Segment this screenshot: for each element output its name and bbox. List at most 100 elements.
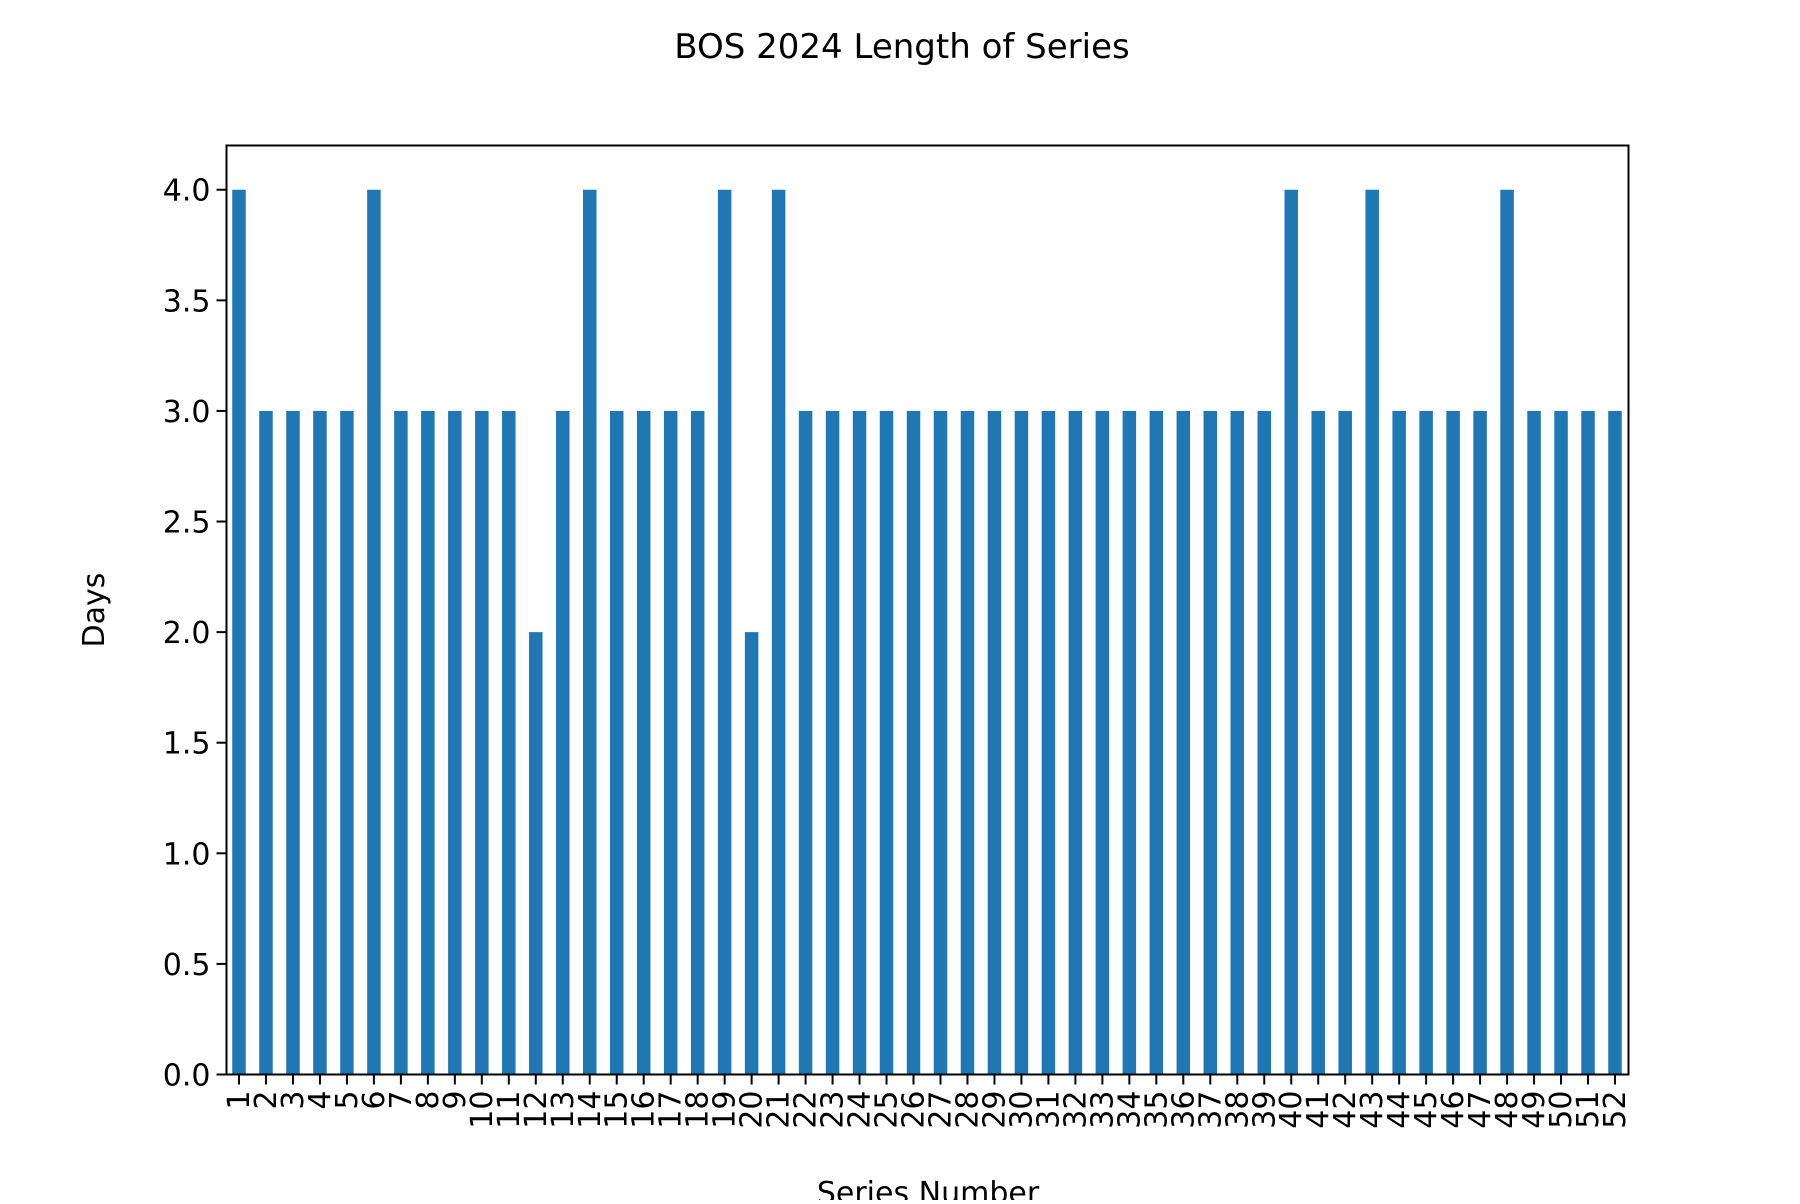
bar (744, 632, 759, 1075)
bar (475, 410, 489, 1075)
x-tick-label: 27 (923, 1091, 958, 1129)
x-tick-label: 24 (843, 1091, 878, 1129)
x-tick-label: 45 (1409, 1091, 1444, 1129)
bar (879, 410, 894, 1075)
x-tick-label: 31 (1031, 1091, 1066, 1129)
x-tick-label: 47 (1463, 1091, 1498, 1129)
x-tick-label: 52 (1598, 1091, 1633, 1129)
x-tick-label: 50 (1544, 1091, 1579, 1129)
bar (340, 410, 354, 1075)
x-tick-label: 13 (546, 1091, 581, 1129)
bar (1608, 410, 1622, 1075)
bar (906, 410, 921, 1075)
x-tick-label: 11 (492, 1091, 527, 1129)
x-tick-label: 32 (1058, 1091, 1093, 1129)
bar (825, 410, 840, 1075)
bar (502, 410, 516, 1075)
x-tick-label: 2 (249, 1091, 284, 1110)
bar (1500, 189, 1514, 1075)
x-tick-label: 15 (600, 1091, 635, 1129)
x-tick-label: 8 (411, 1091, 446, 1110)
bar (583, 189, 597, 1075)
x-axis: 1234567891011121314151617181920212223242… (222, 1074, 1633, 1129)
x-tick-label: 38 (1220, 1091, 1255, 1129)
x-tick-label: 40 (1274, 1091, 1309, 1129)
bar (987, 410, 1002, 1075)
bar (232, 189, 246, 1075)
y-tick-label: 4.0 (163, 174, 211, 209)
y-tick-label: 2.0 (163, 616, 211, 651)
bar (1365, 189, 1379, 1075)
bar (1311, 410, 1325, 1075)
bar (1095, 410, 1110, 1075)
x-tick-label: 9 (438, 1091, 473, 1110)
bar (960, 410, 975, 1075)
x-tick-label: 21 (762, 1091, 797, 1129)
x-tick-label: 1 (222, 1091, 257, 1110)
bar (1581, 410, 1595, 1075)
bar (1554, 410, 1568, 1075)
bar (394, 410, 408, 1075)
x-tick-label: 20 (735, 1091, 770, 1129)
bar (1149, 410, 1164, 1075)
x-tick-label: 49 (1517, 1091, 1552, 1129)
y-tick-label: 3.5 (163, 284, 211, 319)
bar (1419, 410, 1433, 1075)
bar (1527, 410, 1541, 1075)
bar (529, 632, 543, 1075)
bar (798, 410, 813, 1075)
bar (690, 410, 705, 1075)
bar (1122, 410, 1137, 1075)
bar (717, 189, 732, 1075)
x-tick-label: 30 (1004, 1091, 1039, 1129)
bar (1446, 410, 1460, 1075)
y-tick-label: 0.5 (163, 948, 211, 983)
bar (556, 410, 570, 1075)
plot-frame (225, 144, 1630, 1076)
x-tick-label: 10 (465, 1091, 500, 1129)
bar (448, 410, 462, 1075)
bar (259, 410, 273, 1075)
x-tick-label: 7 (384, 1091, 419, 1110)
x-tick-label: 29 (977, 1091, 1012, 1129)
x-tick-label: 19 (708, 1091, 743, 1129)
x-tick-label: 12 (519, 1091, 554, 1129)
x-tick-label: 16 (627, 1091, 662, 1129)
bar (1176, 410, 1191, 1075)
bar (421, 410, 435, 1075)
y-axis: 0.0 0.5 1.0 1.5 2.0 2.5 3.0 3.5 4.0 (163, 174, 227, 1094)
x-tick-label: 28 (950, 1091, 985, 1129)
x-tick-label: 35 (1139, 1091, 1174, 1129)
x-tick-label: 42 (1328, 1091, 1363, 1129)
bar (1284, 189, 1298, 1075)
x-tick-label: 4 (303, 1091, 338, 1110)
bar (286, 410, 300, 1075)
y-tick-label: 0.0 (163, 1059, 211, 1094)
x-tick-label: 37 (1193, 1091, 1228, 1129)
x-tick-label: 18 (681, 1091, 716, 1129)
x-tick-label: 25 (870, 1091, 905, 1129)
bar (1392, 410, 1406, 1075)
y-tick-label: 3.0 (163, 395, 211, 430)
bar (1068, 410, 1083, 1075)
y-axis-label: Days (77, 573, 112, 648)
x-tick-label: 26 (897, 1091, 932, 1129)
x-tick-label: 6 (357, 1091, 392, 1110)
bar (636, 410, 651, 1075)
x-tick-label: 44 (1382, 1091, 1417, 1129)
x-tick-label: 17 (654, 1091, 689, 1129)
bar (771, 189, 786, 1075)
bar (367, 189, 381, 1075)
y-tick-label: 1.5 (163, 727, 211, 762)
bar (1338, 410, 1352, 1075)
bar (933, 410, 948, 1075)
bar (609, 410, 624, 1075)
x-tick-label: 3 (276, 1091, 311, 1110)
x-tick-label: 43 (1355, 1091, 1390, 1129)
bar (663, 410, 678, 1075)
x-tick-label: 23 (816, 1091, 851, 1129)
bar (1041, 410, 1056, 1075)
x-tick-label: 22 (789, 1091, 824, 1129)
bar (1230, 410, 1245, 1075)
